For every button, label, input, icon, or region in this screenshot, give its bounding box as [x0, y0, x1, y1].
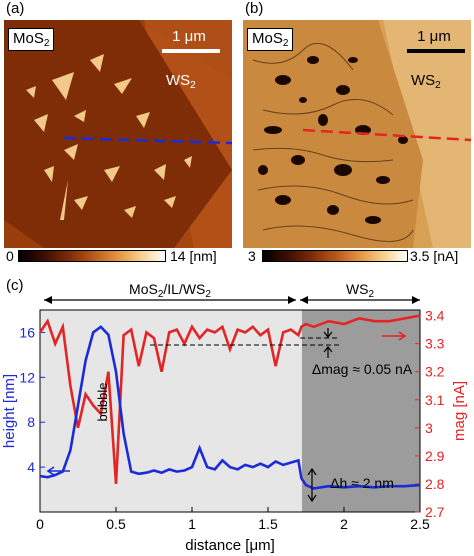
- panel-a-colorbar: [18, 250, 166, 262]
- region-bg-ws2: [302, 310, 420, 512]
- y-axis-left: 4 8 12 16: [19, 324, 45, 475]
- x-tick-label: 2: [340, 516, 348, 532]
- panel-b-image: MoS2 1 μm WS2: [243, 20, 472, 248]
- current-magnitude-map: [243, 20, 472, 248]
- mag-profile-line: [302, 128, 472, 142]
- panel-a-region-label: WS2: [166, 72, 196, 91]
- dh-label: Δh ≈ 2 nm: [330, 475, 394, 491]
- dmag-arrow-up-icon: [323, 346, 333, 358]
- panel-b-scalebar-label: 1 μm: [417, 28, 451, 45]
- y-right-tick-label: 2.9: [425, 448, 445, 464]
- y-right-tick-label: 3.1: [425, 392, 445, 408]
- plot-frame: [39, 309, 421, 513]
- y-right-tick-label: 3.3: [425, 336, 445, 352]
- mag-series-line: [38, 314, 421, 484]
- dh-arrow-icon: [307, 467, 317, 503]
- panel-b-scalebar: [407, 49, 465, 53]
- x-tick-label: 1.5: [258, 516, 278, 532]
- panel-a-letter: (a): [6, 0, 25, 17]
- y-left-tick-label: 16: [19, 324, 35, 340]
- panel-a-colorbar-max: 14 [nm]: [170, 248, 217, 264]
- panel-a-scalebar-label: 1 μm: [172, 28, 206, 45]
- y-right-tick-label: 3: [425, 420, 433, 436]
- panel-c-letter: (c): [6, 277, 24, 294]
- x-tick-label: 2.5: [410, 516, 430, 532]
- panel-a-image: MoS2 1 μm WS2: [4, 20, 233, 248]
- afm-height-map: [4, 20, 233, 248]
- panel-b-letter: (b): [245, 0, 264, 17]
- x-tick-label: 1: [188, 516, 196, 532]
- y-axis-label-left: height [nm]: [1, 374, 18, 448]
- region-label-left: MoS2/IL/WS2: [129, 281, 211, 300]
- dmag-arrow-down-icon: [323, 328, 333, 338]
- mag-axis-arrow-icon: [382, 331, 407, 341]
- y-axis-label-right: mag [nA]: [451, 381, 468, 441]
- bubble-label: bubble: [95, 382, 110, 421]
- panel-a-material-label: MoS2: [8, 28, 55, 51]
- region-label-right: WS2: [346, 281, 375, 300]
- y-left-tick-label: 4: [27, 459, 35, 475]
- height-series-line: [39, 325, 421, 490]
- panel-a-colorbar-min: 0: [6, 248, 14, 264]
- y-left-tick-label: 8: [27, 414, 35, 430]
- y-axis-right: 2.7 2.8 2.9 3 3.1 3.2 3.3 3.4: [415, 308, 445, 520]
- panel-b-material-label: MoS2: [247, 28, 294, 51]
- region-bg-heterostructure: [40, 310, 302, 512]
- y-right-tick-label: 3.4: [425, 308, 445, 324]
- x-tick-label: 0: [36, 516, 44, 532]
- y-right-tick-label: 2.7: [425, 504, 445, 520]
- height-axis-arrow-icon: [46, 466, 70, 476]
- y-right-tick-label: 3.2: [425, 364, 445, 380]
- profile-chart: (c) MoS2/IL/WS2 WS2 0 0.5 1 1.5 2 2.5 481216 …: [1, 277, 468, 554]
- dmag-label: Δmag ≈ 0.05 nA: [312, 361, 413, 377]
- panel-b-colorbar-min: 3: [248, 248, 256, 264]
- y-left-tick-label: 12: [19, 369, 35, 385]
- panel-b-colorbar-max: 3.5 [nA]: [410, 248, 459, 264]
- panel-b-region-label: WS2: [411, 72, 441, 91]
- y-right-tick-label: 2.8: [425, 476, 445, 492]
- x-axis: 0 0.5 1 1.5 2 2.5: [36, 507, 430, 532]
- height-profile-line: [63, 136, 233, 145]
- panel-a-scalebar: [162, 49, 220, 53]
- x-axis-label: distance [μm]: [185, 537, 275, 554]
- x-tick-label: 0.5: [106, 516, 126, 532]
- region-arrows: [44, 296, 420, 304]
- panel-b-colorbar: [262, 250, 408, 262]
